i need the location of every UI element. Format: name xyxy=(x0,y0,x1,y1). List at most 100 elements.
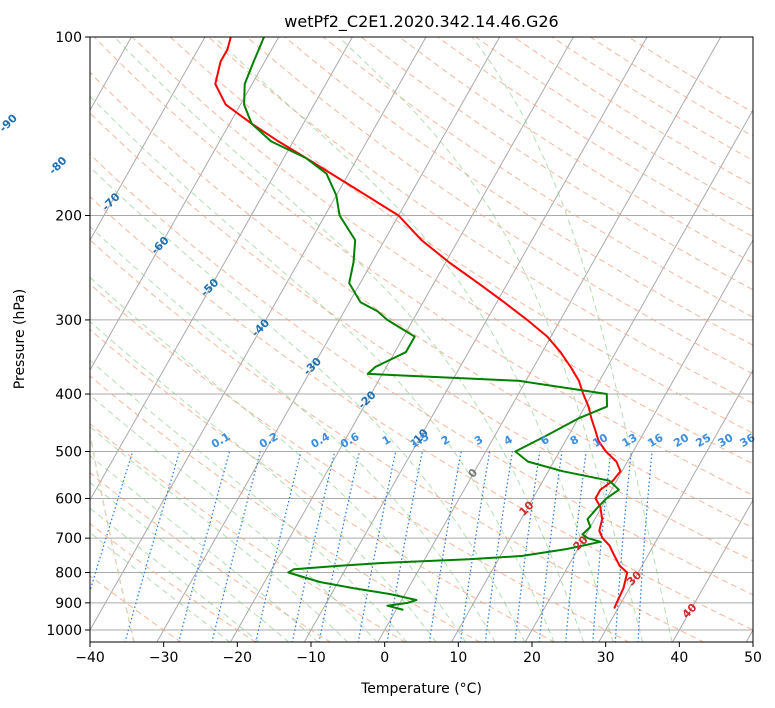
isotherm-line xyxy=(90,37,427,632)
mixing-ratio-label: 0.2 xyxy=(257,430,280,451)
mixing-ratio-line xyxy=(565,451,587,642)
x-tick-label: 50 xyxy=(744,650,762,666)
x-tick-label: 0 xyxy=(380,650,389,666)
mixing-ratio-line xyxy=(514,451,541,642)
mixing-ratio-label: 1 xyxy=(380,433,393,448)
moist-adiabat xyxy=(114,37,585,642)
dry-adiabat xyxy=(437,37,753,238)
mixing-ratio-line xyxy=(90,451,134,594)
mixing-ratio-label: 36 xyxy=(738,431,758,450)
mixing-ratio-line xyxy=(386,451,423,642)
isotherm-line xyxy=(229,37,574,642)
chart-title: wetPf2_C2E1.2020.342.14.46.G26 xyxy=(284,12,558,32)
y-tick-label: 400 xyxy=(55,387,82,403)
y-tick-label: 600 xyxy=(55,491,82,507)
dry-adiabat xyxy=(93,37,753,497)
moist-adiabat xyxy=(90,359,408,642)
y-tick-label: 800 xyxy=(55,566,82,582)
moist-adiabat xyxy=(90,225,496,642)
temperature-line xyxy=(214,37,629,609)
isotherm-line xyxy=(303,37,648,642)
moist-adiabat xyxy=(90,320,437,642)
y-tick-label: 200 xyxy=(55,209,82,225)
x-tick-label: −10 xyxy=(296,650,326,666)
dry-adiabat xyxy=(90,71,753,529)
mixing-ratio-line xyxy=(459,451,491,642)
isotherm-label: -30 xyxy=(301,355,324,378)
dry-adiabat xyxy=(90,195,753,631)
mixing-ratio-label: 25 xyxy=(693,431,713,450)
mixing-ratio-label: 0.6 xyxy=(338,430,362,451)
dry-adiabat xyxy=(90,575,182,642)
mixing-ratio-line xyxy=(592,451,612,642)
dry-adiabat xyxy=(90,328,556,642)
dry-adiabat xyxy=(551,37,753,162)
isotherm-line xyxy=(671,498,753,642)
dry-adiabat xyxy=(399,37,753,264)
mixing-ratio-label: 0.1 xyxy=(209,430,232,451)
dry-adiabat xyxy=(90,375,481,642)
mixing-ratio-line xyxy=(637,451,653,642)
mixing-ratio-line xyxy=(484,451,513,642)
y-tick-label: 300 xyxy=(55,313,82,329)
dry-adiabat xyxy=(284,37,753,346)
isotherm-label: -90 xyxy=(0,111,20,134)
dry-adiabat xyxy=(589,37,753,137)
mixing-ratio-line xyxy=(255,451,302,642)
isotherm-line xyxy=(745,628,753,642)
y-tick-label: 500 xyxy=(55,444,82,460)
isotherm-label: -50 xyxy=(198,276,221,299)
moist-adiabat xyxy=(90,95,555,642)
mixing-ratio-line xyxy=(318,451,361,642)
isotherm-label: -60 xyxy=(148,234,171,257)
dry-adiabat xyxy=(90,153,753,596)
isotherm-label: -80 xyxy=(46,154,69,177)
background-grid xyxy=(90,37,753,642)
moist-adiabat xyxy=(213,37,614,642)
x-tick-label: 40 xyxy=(670,650,688,666)
mixing-ratio-line xyxy=(124,451,181,642)
mixing-ratio-label: 6 xyxy=(538,433,551,448)
isotherm-line xyxy=(90,37,280,372)
moist-adiabat xyxy=(90,532,231,642)
mixing-ratio-line xyxy=(178,451,231,642)
dewpoint-line xyxy=(243,37,620,611)
y-tick-label: 100 xyxy=(55,30,82,46)
mixing-ratio-line xyxy=(211,451,261,642)
y-axis-label: Pressure (hPa) xyxy=(12,289,28,389)
profile-lines xyxy=(214,37,629,611)
isotherm-label: -70 xyxy=(99,190,122,213)
background-arc xyxy=(90,430,135,642)
dry-adiabat xyxy=(90,239,705,642)
isotherm-line xyxy=(450,109,753,642)
isotherm-label: 20 xyxy=(571,533,591,553)
moist-adiabat xyxy=(90,276,467,642)
moist-adiabat xyxy=(90,425,349,642)
mixing-ratio-label: 3 xyxy=(472,433,485,448)
mixing-ratio-label: 10 xyxy=(590,431,610,450)
isotherm-line xyxy=(377,37,722,642)
x-tick-label: 20 xyxy=(523,650,541,666)
isotherm-line xyxy=(90,37,353,502)
mixing-ratio-label: 30 xyxy=(716,431,736,450)
dry-adiabat xyxy=(322,37,753,318)
isotherm-label: 40 xyxy=(680,601,700,621)
y-tick-label: 900 xyxy=(55,596,82,612)
isotherm-label: 10 xyxy=(517,498,537,518)
moist-adiabat xyxy=(90,481,290,642)
moist-adiabat xyxy=(90,394,378,642)
moist-adiabat xyxy=(90,507,260,642)
dry-adiabat xyxy=(360,37,753,291)
x-tick-label: 30 xyxy=(597,650,615,666)
y-tick-label: 700 xyxy=(55,531,82,547)
x-tick-label: 10 xyxy=(449,650,467,666)
mixing-ratio-label: 4 xyxy=(502,433,515,448)
moist-adiabat xyxy=(471,37,673,642)
mixing-ratio-label: 20 xyxy=(671,431,691,450)
isotherm-line xyxy=(524,239,753,642)
mixing-ratio-line xyxy=(428,451,462,642)
dry-adiabat xyxy=(90,472,332,642)
mixing-ratio-label: 0.4 xyxy=(309,430,333,451)
mixing-ratio-label: 13 xyxy=(620,431,640,450)
dry-adiabat xyxy=(90,423,406,642)
